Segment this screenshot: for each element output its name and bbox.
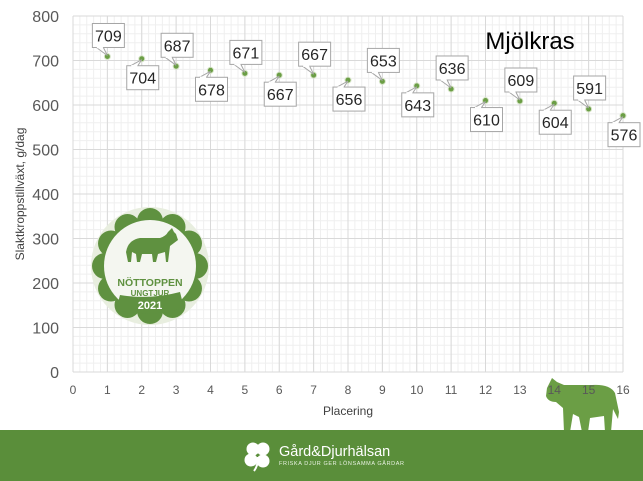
data-label-pointer	[96, 47, 108, 56]
data-label: 687	[164, 38, 191, 55]
data-label: 643	[404, 98, 431, 115]
data-label-pointer	[577, 99, 590, 109]
data-label: 678	[198, 82, 225, 99]
data-label-box	[160, 32, 194, 58]
y-tick-label: 200	[32, 276, 59, 293]
footer-bar: Gård&Djurhälsan FRISKA DJUR GER LÖNSAMMA…	[0, 430, 643, 481]
data-label-box	[470, 107, 503, 133]
data-label: 653	[370, 53, 397, 70]
data-label-pointer	[199, 70, 211, 78]
data-label: 671	[233, 45, 260, 62]
data-label-pointer	[543, 103, 555, 111]
data-label-box	[504, 67, 538, 93]
badge-line2: UNGTJUR	[131, 289, 170, 298]
data-label-box	[195, 76, 228, 102]
y-tick-label: 400	[32, 187, 59, 204]
brand-text: Gård&Djurhälsan FRISKA DJUR GER LÖNSAMMA…	[279, 444, 405, 468]
data-label: 709	[95, 28, 122, 45]
cow-icon	[546, 378, 619, 430]
badge-year: 2021	[138, 300, 162, 312]
data-label-pointer	[474, 101, 486, 108]
y-axis-ticks: 0 100 200 300 400 500 600 700 800	[32, 9, 59, 382]
brand-logo[interactable]: Gård&Djurhälsan FRISKA DJUR GER LÖNSAMMA…	[243, 438, 405, 474]
data-label-pointer	[302, 65, 315, 75]
x-tick-label: 15	[582, 383, 596, 397]
x-axis-ticks: 0 1 2 3 4 5 6 7 8 9 10 11 12 13 14 15 16	[70, 383, 630, 397]
y-tick-label: 300	[32, 232, 59, 249]
y-tick-label: 100	[32, 321, 59, 338]
data-label-pointer	[371, 72, 383, 81]
data-label: 667	[267, 87, 294, 104]
scatter-chart: NÖTTOPPEN UNGTJUR 2021 01002003004005006…	[13, 9, 641, 430]
data-label-box	[126, 65, 160, 91]
data-label: 636	[439, 61, 466, 78]
data-label-box	[607, 122, 641, 148]
data-label-pointer	[164, 56, 177, 66]
data-label-pointer	[508, 91, 521, 101]
brand-name: Gård&Djurhälsan	[279, 444, 391, 460]
x-tick-label: 14	[548, 383, 562, 397]
data-label-pointer	[130, 59, 143, 67]
data-label-pointer	[611, 116, 624, 124]
x-tick-label: 0	[70, 383, 77, 397]
y-tick-label: 500	[32, 143, 59, 160]
badge-line1: NÖTTOPPEN	[117, 276, 182, 289]
data-label: 609	[508, 73, 535, 90]
y-tick-label: 700	[32, 54, 59, 71]
data-label-box	[229, 39, 263, 65]
x-axis-label: Placering	[323, 404, 373, 418]
y-tick-label: 800	[32, 9, 59, 26]
y-axis-label: Slaktkroppstillväxt, g/dag	[13, 128, 27, 261]
data-label-box	[298, 41, 332, 67]
data-label: 591	[576, 81, 603, 98]
x-tick-label: 7	[310, 383, 317, 397]
data-label: 610	[473, 113, 500, 130]
data-label-box	[366, 47, 400, 73]
data-labels: 709 704 687 678 671 667 667 656 653 643 636 610 609 6…	[91, 22, 641, 148]
x-tick-label: 12	[479, 383, 493, 397]
x-tick-label: 9	[379, 383, 386, 397]
x-tick-label: 13	[513, 383, 527, 397]
x-tick-label: 2	[138, 383, 145, 397]
brand-tagline: FRISKA DJUR GER LÖNSAMMA GÅRDAR	[279, 461, 405, 467]
data-label-box	[538, 109, 572, 135]
data-label-pointer	[336, 80, 349, 88]
clover-icon	[244, 442, 270, 472]
x-tick-label: 4	[207, 383, 214, 397]
data-label-pointer	[233, 64, 246, 73]
x-tick-label: 11	[445, 383, 458, 397]
data-label: 656	[336, 92, 363, 109]
x-tick-label: 16	[616, 383, 630, 397]
data-label-pointer	[405, 86, 418, 94]
y-tick-label: 600	[32, 98, 59, 115]
x-tick-label: 10	[410, 383, 424, 397]
x-tick-label: 3	[173, 383, 180, 397]
x-tick-label: 5	[242, 383, 249, 397]
data-label-box	[91, 22, 125, 48]
data-label: 667	[301, 47, 328, 64]
nottoppen-badge: NÖTTOPPEN UNGTJUR 2021	[91, 207, 209, 325]
y-tick-label: 0	[50, 365, 59, 382]
data-label-box	[435, 55, 469, 81]
data-label-pointer	[439, 79, 452, 89]
data-label: 704	[129, 71, 156, 88]
data-label-box	[263, 81, 297, 107]
chart-area: NÖTTOPPEN UNGTJUR 2021 0 100 200 300 400 500 6…	[13, 9, 641, 430]
data-label-pointer	[268, 75, 280, 83]
x-tick-label: 1	[104, 383, 111, 397]
data-label-box	[332, 86, 366, 112]
data-label-box	[573, 75, 607, 101]
data-label: 576	[611, 128, 638, 145]
data-label: 604	[542, 115, 569, 132]
x-tick-label: 8	[345, 383, 352, 397]
chart-title: Mjölkras	[485, 28, 574, 55]
data-label-box	[401, 92, 435, 118]
badge-ribbon	[116, 292, 184, 314]
cow-icon	[126, 228, 178, 262]
x-tick-label: 6	[276, 383, 283, 397]
